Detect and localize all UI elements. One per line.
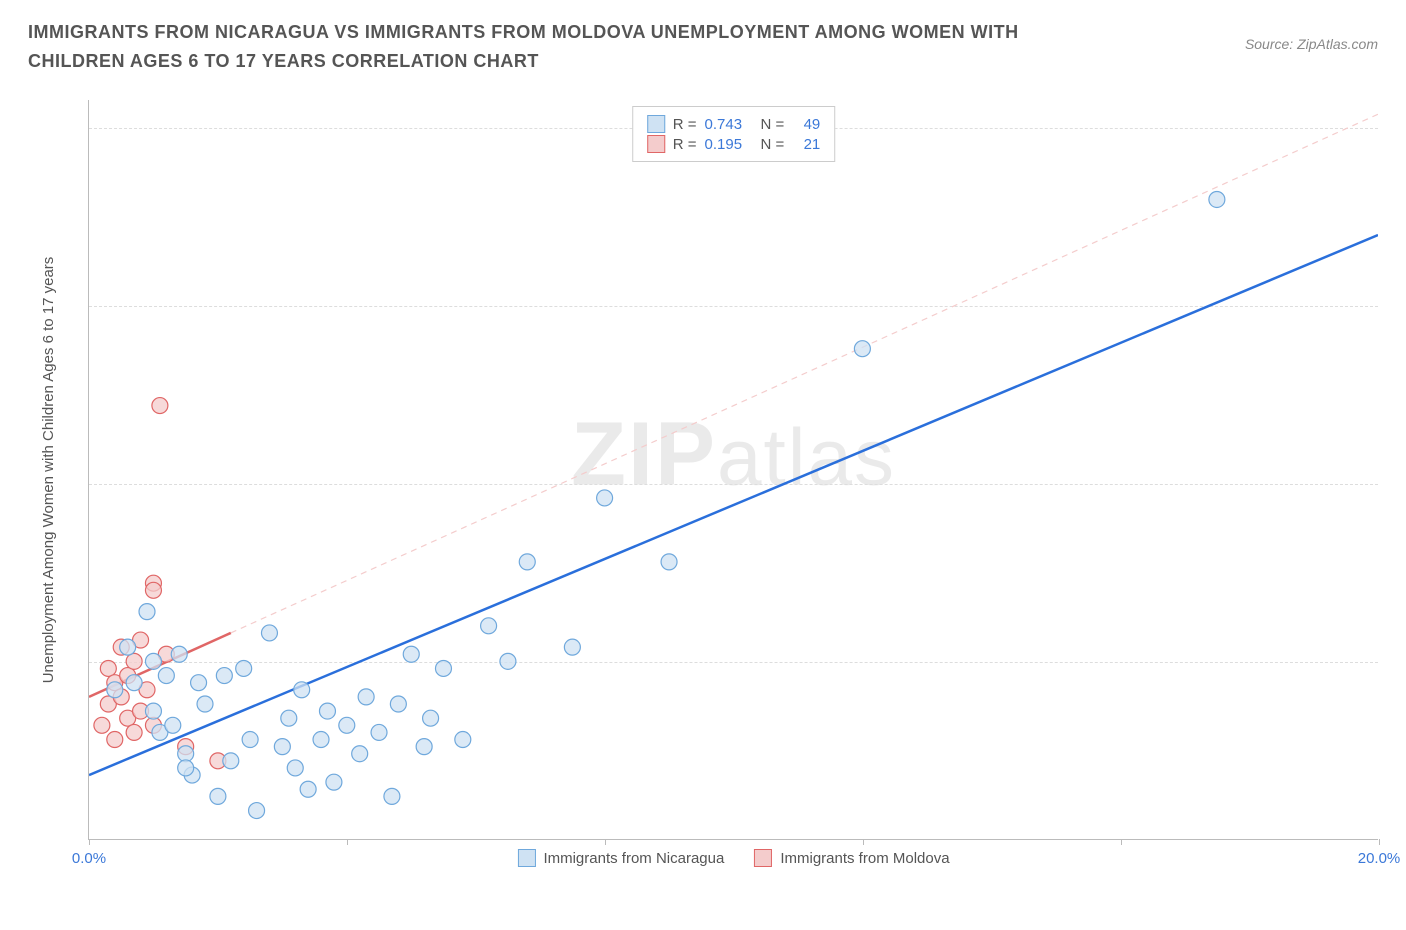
chart-container: Unemployment Among Women with Children A… bbox=[28, 100, 1378, 880]
y-tick-label: 37.5% bbox=[1388, 298, 1406, 315]
x-tick bbox=[605, 839, 606, 845]
y-axis-label: Unemployment Among Women with Children A… bbox=[40, 257, 57, 684]
legend-swatch-moldova bbox=[647, 135, 665, 153]
legend-stats-row: R = 0.743 N = 49 bbox=[647, 115, 821, 133]
r-label: R = bbox=[673, 116, 697, 133]
y-tick-label: 12.5% bbox=[1388, 654, 1406, 671]
n-label: N = bbox=[761, 116, 785, 133]
legend-series: Immigrants from Nicaragua Immigrants fro… bbox=[517, 849, 949, 867]
chart-title: IMMIGRANTS FROM NICARAGUA VS IMMIGRANTS … bbox=[28, 18, 1108, 76]
plot-area: ZIPatlas R = 0.743 N = 49 R = 0.195 N = … bbox=[88, 100, 1378, 840]
legend-item-moldova: Immigrants from Moldova bbox=[754, 849, 949, 867]
legend-item-nicaragua: Immigrants from Nicaragua bbox=[517, 849, 724, 867]
r-value: 0.195 bbox=[705, 136, 753, 153]
legend-stats: R = 0.743 N = 49 R = 0.195 N = 21 bbox=[632, 106, 836, 162]
r-label: R = bbox=[673, 136, 697, 153]
chart-header: IMMIGRANTS FROM NICARAGUA VS IMMIGRANTS … bbox=[0, 0, 1406, 84]
legend-swatch-nicaragua bbox=[647, 115, 665, 133]
n-value: 21 bbox=[792, 136, 820, 153]
legend-label: Immigrants from Moldova bbox=[780, 850, 949, 867]
x-tick bbox=[347, 839, 348, 845]
x-tick bbox=[89, 839, 90, 845]
x-tick bbox=[1379, 839, 1380, 845]
legend-swatch-moldova bbox=[754, 849, 772, 867]
source-label: Source: ZipAtlas.com bbox=[1245, 36, 1378, 52]
legend-label: Immigrants from Nicaragua bbox=[543, 850, 724, 867]
x-tick bbox=[863, 839, 864, 845]
r-value: 0.743 bbox=[705, 116, 753, 133]
legend-stats-row: R = 0.195 N = 21 bbox=[647, 135, 821, 153]
legend-swatch-nicaragua bbox=[517, 849, 535, 867]
x-tick-label: 20.0% bbox=[1358, 850, 1401, 867]
n-value: 49 bbox=[792, 116, 820, 133]
x-tick-label: 0.0% bbox=[72, 850, 106, 867]
plot-svg bbox=[89, 100, 1378, 839]
y-tick-label: 25.0% bbox=[1388, 476, 1406, 493]
n-label: N = bbox=[761, 136, 785, 153]
x-tick bbox=[1121, 839, 1122, 845]
y-tick-label: 50.0% bbox=[1388, 120, 1406, 137]
